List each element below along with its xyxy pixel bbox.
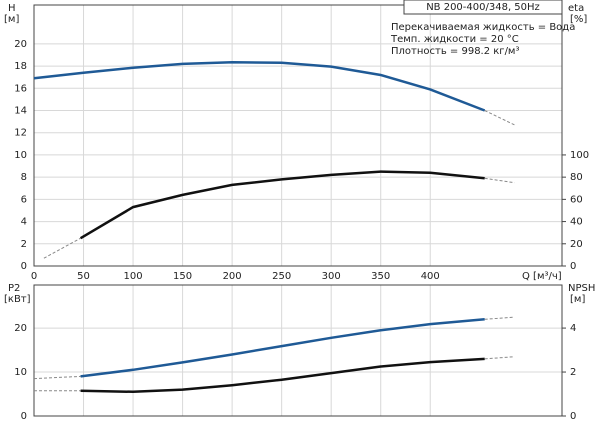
y-tick-label: 2 <box>21 239 27 250</box>
y2-tick-label: 2 <box>570 367 576 378</box>
y-tick-label: 20 <box>14 323 27 334</box>
y-axis-unit: [м] <box>4 14 19 25</box>
curve-extension <box>484 356 515 360</box>
y2-tick-label: 40 <box>570 217 583 228</box>
plot-frame <box>33 4 563 267</box>
note: Перекачиваемая жидкость = Вода <box>391 22 575 33</box>
y-tick-label: 4 <box>21 217 27 228</box>
y-axis-unit: [кВт] <box>4 294 31 305</box>
plot-frame <box>33 284 563 417</box>
note: Плотность = 998.2 кг/м³ <box>391 46 520 57</box>
title-box <box>403 0 563 15</box>
y-tick-label: 16 <box>14 83 27 94</box>
x-tick-label: 150 <box>173 271 192 282</box>
y-tick-label: 6 <box>21 194 27 205</box>
curve <box>33 60 486 112</box>
y2-tick-label: 100 <box>570 150 589 161</box>
x-tick-label: 100 <box>124 271 143 282</box>
curve-extension <box>33 375 81 380</box>
x-tick-label: 300 <box>322 271 341 282</box>
x-tick-label: 0 <box>31 271 37 282</box>
curve-extension <box>484 110 515 126</box>
y-tick-label: 0 <box>21 411 27 422</box>
y-tick-label: 14 <box>14 106 27 117</box>
x-tick-label: 250 <box>272 271 291 282</box>
curve <box>80 357 485 394</box>
y2-tick-label: 4 <box>570 323 576 334</box>
curve <box>80 318 485 378</box>
note: Темп. жидкости = 20 °C <box>390 34 519 45</box>
y-tick-label: 0 <box>21 261 27 272</box>
y2-axis-label: eta <box>568 3 584 14</box>
y-axis-label: P2 <box>8 283 20 294</box>
y-tick-label: 20 <box>14 39 27 50</box>
x-tick-label: 200 <box>223 271 242 282</box>
x-tick-label: 50 <box>77 271 90 282</box>
y2-axis-unit: [%] <box>570 14 587 25</box>
x-axis-label: Q [м³/ч] <box>522 271 562 282</box>
y-tick-label: 12 <box>14 128 27 139</box>
y-tick-label: 10 <box>14 367 27 378</box>
curve-extension <box>484 177 515 184</box>
y2-tick-label: 0 <box>570 411 576 422</box>
y2-tick-label: 20 <box>570 239 583 250</box>
y2-tick-label: 80 <box>570 172 583 183</box>
y-tick-label: 18 <box>14 61 27 72</box>
y2-axis-label: NPSH <box>568 283 595 294</box>
y-axis-label: H <box>8 3 16 14</box>
y2-tick-label: 0 <box>570 261 576 272</box>
y-tick-label: 10 <box>14 150 27 161</box>
curve-extension <box>43 237 81 259</box>
y-tick-label: 8 <box>21 172 27 183</box>
chart-title: NB 200-400/348, 50Hz <box>426 2 540 13</box>
y2-tick-label: 60 <box>570 194 583 205</box>
x-tick-label: 400 <box>421 271 440 282</box>
y2-axis-unit: [м] <box>570 294 585 305</box>
curve <box>79 170 485 240</box>
x-tick-label: 350 <box>371 271 390 282</box>
curve-extension <box>484 316 515 320</box>
